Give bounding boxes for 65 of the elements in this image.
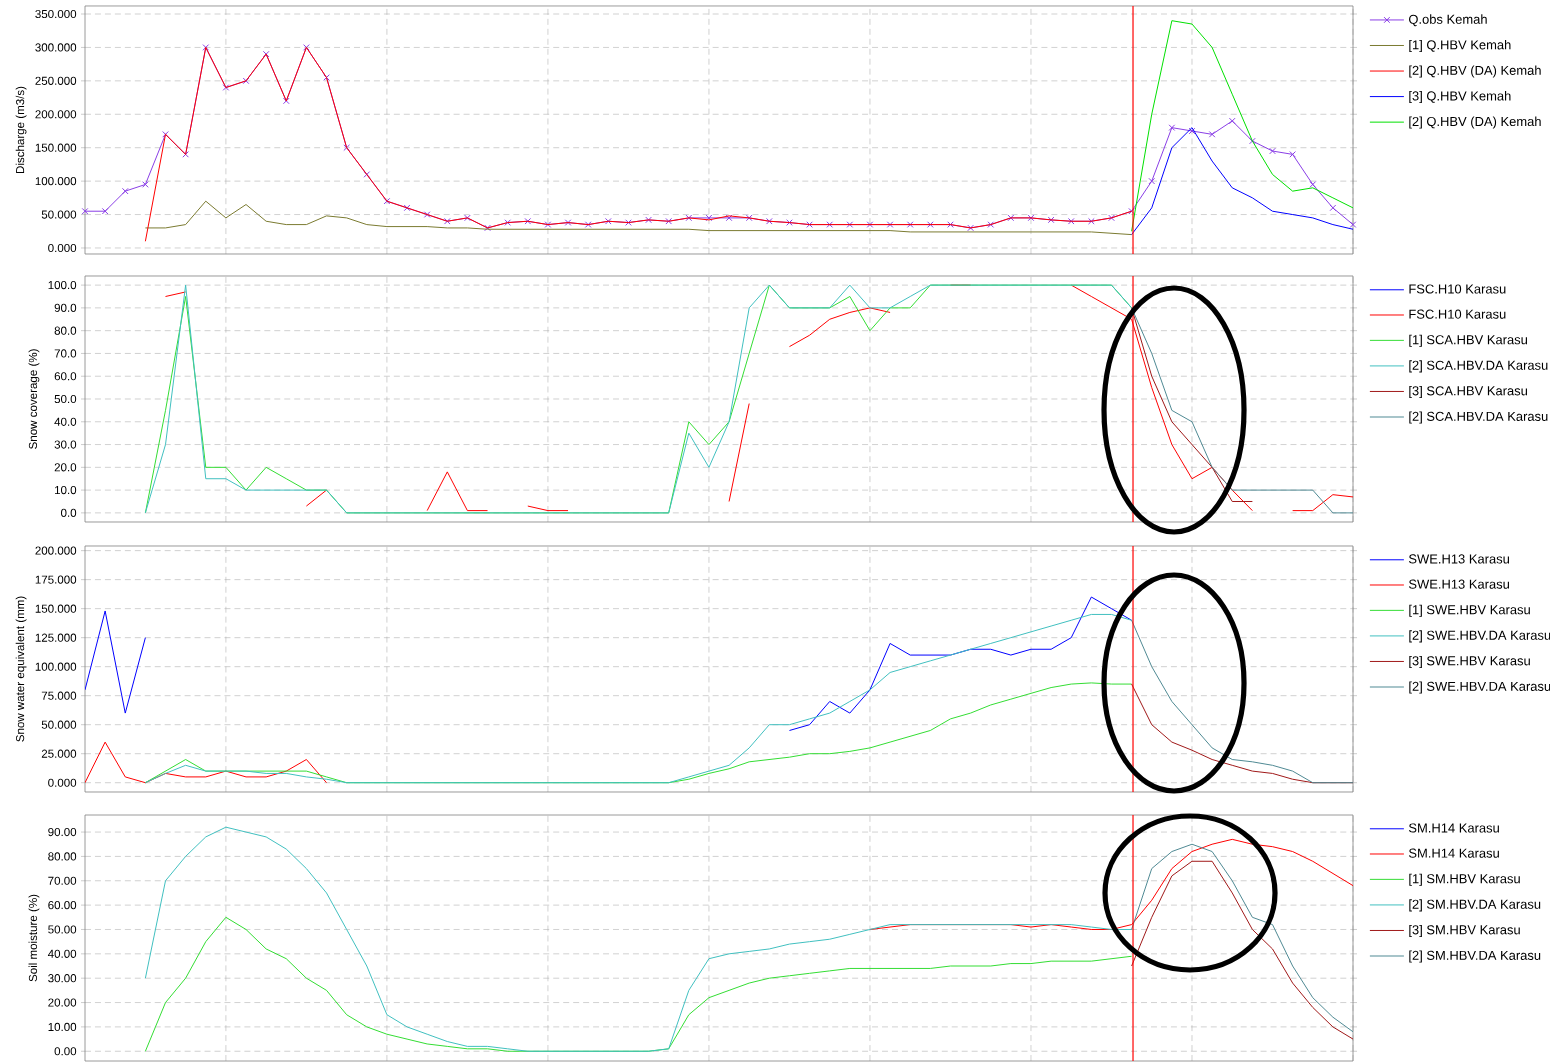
y-tick-label: 30.0	[54, 440, 77, 449]
y-tick-label: 50.000	[41, 210, 77, 219]
y-tick-label: 40.00	[47, 949, 77, 958]
legend-label: SWE.H13 Karasu	[1408, 579, 1509, 589]
legend-label: [1] Q.HBV Kemah	[1409, 39, 1511, 52]
legend-label: [2] SM.HBV.DA Karasu	[1409, 899, 1541, 912]
y-tick-label: 20.00	[48, 998, 77, 1007]
y-tick-label: 100.0	[48, 281, 77, 290]
y-tick-label: 200.000	[35, 546, 77, 555]
y-tick-label: 70.00	[48, 876, 77, 885]
y-tick-label: 90.00	[48, 827, 77, 837]
legend-label: [1] SCA.HBV Karasu	[1409, 334, 1528, 347]
legend-label: [2] SWE.HBV.DA Karasu	[1409, 630, 1550, 643]
legend-label: [2] SCA.HBV.DA Karasu	[1409, 411, 1548, 424]
y-tick-label: 30.00	[48, 974, 77, 983]
y-axis-title: Soil moisture (%)	[28, 894, 40, 982]
legend-label: [3] Q.HBV Kemah	[1409, 91, 1511, 104]
y-tick-label: 350.000	[35, 9, 77, 19]
y-tick-label: 0.00	[54, 1047, 77, 1056]
legend-label: [2] SWE.HBV.DA Karasu	[1409, 681, 1550, 694]
legend-label: [2] Q.HBV (DA) Kemah	[1409, 116, 1541, 129]
legend-label: SM.H14 Karasu	[1408, 848, 1499, 858]
y-tick-label: 200.000	[35, 110, 77, 119]
y-tick-label: 0.0	[60, 508, 77, 517]
y-tick-label: 90.0	[54, 303, 77, 312]
legend-label: Q.obs Kemah	[1409, 14, 1487, 27]
legend-label: [3] SCA.HBV Karasu	[1409, 385, 1528, 398]
y-tick-label: 80.0	[54, 326, 77, 335]
y-tick-label: 25.000	[41, 749, 77, 758]
y-tick-label: 150.000	[35, 143, 77, 152]
y-tick-label: 70.0	[54, 349, 77, 358]
legend-label: SM.H14 Karasu	[1408, 823, 1499, 833]
y-tick-label: 80.00	[48, 852, 77, 861]
y-tick-label: 100.000	[35, 177, 77, 186]
y-tick-label: 20.0	[54, 463, 77, 472]
legend-label: FSC.H10 Karasu	[1409, 284, 1506, 294]
y-tick-label: 125.000	[35, 633, 77, 642]
y-tick-label: 0.000	[48, 778, 77, 787]
y-axis-title: Discharge (m3/s)	[15, 86, 27, 174]
y-tick-label: 50.000	[41, 720, 77, 729]
y-tick-label: 50.0	[54, 394, 77, 404]
y-tick-label: 100.000	[35, 662, 77, 671]
y-tick-label: 250.000	[35, 76, 77, 85]
legend-label: [1] SM.HBV Karasu	[1409, 873, 1520, 886]
y-axis-title: Snow coverage (%)	[28, 349, 40, 449]
legend-label: FSC.H10 Karasu	[1409, 309, 1506, 319]
legend-label: [2] SM.HBV.DA Karasu	[1409, 950, 1541, 963]
legend-label: [3] SM.HBV Karasu	[1409, 924, 1520, 937]
y-tick-label: 75.000	[41, 691, 77, 700]
y-tick-label: 175.000	[35, 575, 77, 584]
legend-label: [2] Q.HBV (DA) Kemah	[1409, 65, 1541, 78]
y-tick-label: 150.000	[35, 604, 77, 613]
y-tick-label: 50.00	[48, 925, 77, 934]
y-tick-label: 40.0	[54, 417, 77, 426]
legend-label: SWE.H13 Karasu	[1408, 554, 1509, 564]
y-axis-title: Snow water equivalent (mm)	[15, 596, 27, 742]
y-tick-label: 60.00	[48, 901, 77, 910]
legend-label: [1] SWE.HBV Karasu	[1409, 604, 1530, 617]
y-tick-label: 60.0	[54, 372, 77, 381]
y-tick-label: 10.0	[55, 486, 77, 495]
y-tick-label: 300.000	[35, 43, 77, 52]
y-tick-label: 0.000	[48, 243, 77, 253]
legend-label: [3] SWE.HBV Karasu	[1409, 655, 1530, 668]
legend-label: [2] SCA.HBV.DA Karasu	[1409, 360, 1548, 373]
y-tick-label: 10.00	[48, 1022, 77, 1032]
